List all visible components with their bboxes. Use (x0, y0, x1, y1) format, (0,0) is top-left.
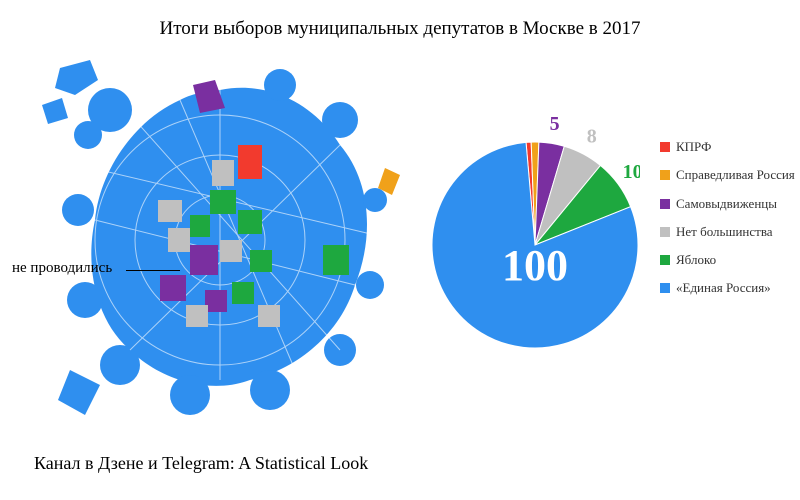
legend-label: Яблоко (676, 253, 716, 267)
district-none (212, 160, 234, 186)
legend: КПРФ Справедливая Россия Самовыдвиженцы Нет… (660, 140, 795, 310)
map-svg (40, 50, 400, 430)
legend-label: «Единая Россия» (676, 281, 771, 295)
district-none (186, 305, 208, 327)
legend-swatch-sr (660, 170, 670, 180)
moscow-map (40, 50, 400, 430)
legend-swatch-none (660, 227, 670, 237)
pie-svg: 5 8 10 100 (430, 110, 640, 350)
district-self (205, 290, 227, 312)
district-none (158, 200, 182, 222)
legend-label: Справедливая Россия (676, 168, 795, 182)
district-none (258, 305, 280, 327)
legend-swatch-er (660, 283, 670, 293)
legend-label: Самовыдвиженцы (676, 197, 777, 211)
map-er-region (42, 60, 387, 415)
legend-item-self: Самовыдвиженцы (660, 197, 795, 211)
district-self (160, 275, 186, 301)
pie-big-label: 100 (502, 241, 568, 290)
district-self (190, 245, 218, 275)
district-yabloko (250, 250, 272, 272)
district-kprf (238, 145, 262, 179)
pie-chart: 5 8 10 100 (430, 110, 640, 350)
legend-swatch-kprf (660, 142, 670, 152)
legend-label: Нет большинства (676, 225, 773, 239)
map-callout-label: не проводились (12, 260, 112, 277)
district-yabloko (210, 190, 236, 214)
pie-slice-label-yabloko: 10 (623, 161, 640, 183)
legend-item-yabloko: Яблоко (660, 253, 795, 267)
footer-text: Канал в Дзене и Telegram: A Statistical … (34, 453, 368, 474)
legend-item-kprf: КПРФ (660, 140, 795, 154)
legend-item-sr: Справедливая Россия (660, 168, 795, 182)
legend-item-none: Нет большинства (660, 225, 795, 239)
district-yabloko (323, 245, 349, 275)
legend-swatch-self (660, 199, 670, 209)
district-yabloko (232, 282, 254, 304)
district-yabloko (190, 215, 210, 237)
legend-label: КПРФ (676, 140, 711, 154)
map-callout-line (126, 270, 180, 271)
page-title: Итоги выборов муниципальных депутатов в … (0, 18, 800, 40)
district-none (168, 228, 190, 252)
legend-item-er: «Единая Россия» (660, 281, 795, 295)
pie-slice-label-self: 5 (550, 113, 560, 135)
district-none (220, 240, 242, 262)
pie-slice-label-none: 8 (587, 126, 597, 148)
district-yabloko (238, 210, 262, 234)
legend-swatch-yabloko (660, 255, 670, 265)
